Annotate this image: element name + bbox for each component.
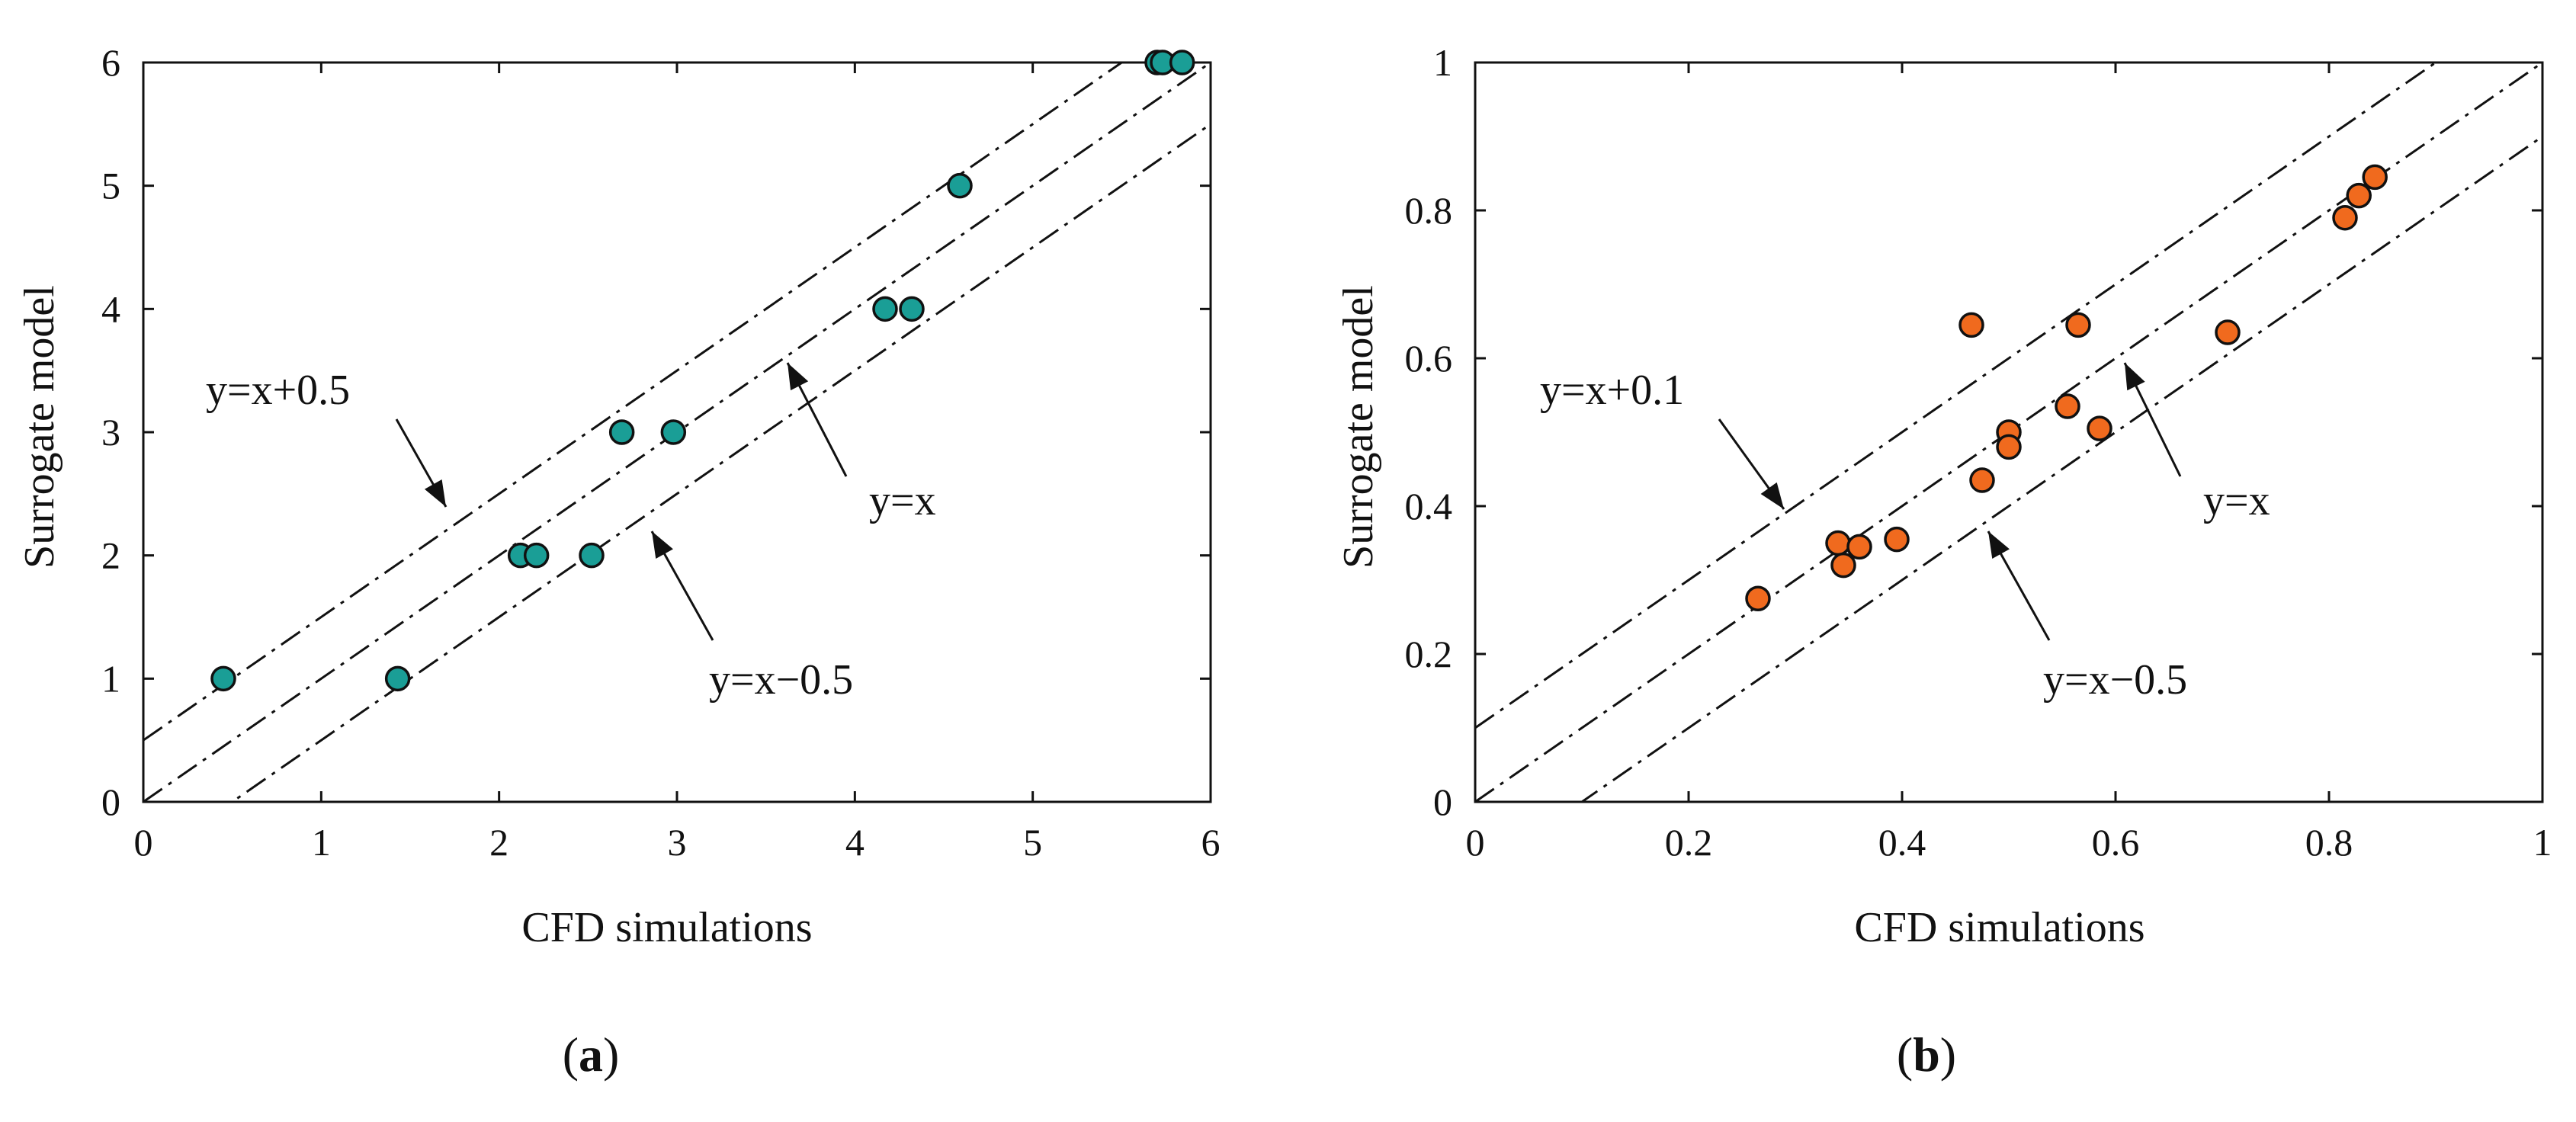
chart-b-axes-frame: [1474, 61, 2544, 803]
chart-a-reference-line-0: [143, 63, 1124, 742]
chart-b-reference-line-0: [1475, 63, 2438, 729]
chart-a-point: [899, 296, 925, 322]
chart-b-ytick-label: 0: [1433, 781, 1452, 823]
chart-b-ytick-label: 0.2: [1405, 633, 1453, 675]
chart-b-annotation-label-2: y=x−0.5: [2043, 656, 2187, 704]
caption-a-open: (: [563, 1027, 579, 1082]
chart-a-annotation-label-2: y=x−0.5: [709, 656, 853, 704]
caption-a-close: ): [603, 1027, 619, 1082]
chart-a-ytick-label: 5: [101, 165, 120, 207]
chart-a-ytick-label: 2: [101, 534, 120, 577]
caption-b-open: (: [1897, 1027, 1913, 1082]
chart-b-ylabel: Surrogate model: [1335, 285, 1382, 569]
chart-a-ytick-label: 1: [101, 657, 120, 700]
chart-a-point: [579, 542, 605, 569]
chart-b-xtick-label: 0.6: [2092, 821, 2140, 864]
chart-a-point: [947, 172, 973, 199]
chart-a-ylabel: Surrogate model: [16, 285, 63, 569]
chart-a-ytick-label: 0: [101, 781, 120, 823]
chart-b-point: [1745, 585, 1771, 611]
chart-b-point: [2055, 393, 2080, 419]
chart-b-point: [1846, 534, 1872, 560]
chart-panel-b: CFD simulations Surrogate model (b) 0 0.2…: [1335, 41, 2552, 1082]
chart-b-xlabel: CFD simulations: [1854, 904, 2145, 951]
chart-b-point: [2346, 182, 2372, 209]
caption-b: (b): [1897, 1027, 1956, 1082]
chart-a-point: [384, 665, 411, 692]
chart-b-point: [2215, 319, 2241, 345]
chart-b-xtick-label: 0: [1466, 821, 1485, 864]
chart-b-point: [1958, 312, 1984, 338]
chart-b-xtick-label: 0.2: [1665, 821, 1713, 864]
chart-a-point: [660, 419, 687, 445]
chart-a-xlabel: CFD simulations: [521, 904, 812, 951]
chart-b-xtick-label: 1: [2533, 821, 2552, 864]
chart-a-xtick-label: 2: [489, 821, 508, 864]
chart-a-ytick-label: 6: [101, 41, 120, 84]
chart-a-xtick-label: 1: [312, 821, 331, 864]
chart-a-xtick-label: 5: [1023, 821, 1042, 864]
chart-a-annotation-label-1: y=x: [869, 477, 936, 524]
chart-b-annotation-arrowhead-0: [1760, 482, 1784, 509]
chart-b-ytick-label: 0.8: [1405, 189, 1453, 232]
caption-b-letter: b: [1913, 1027, 1940, 1082]
chart-b-ytick-label: 1: [1433, 41, 1452, 84]
caption-a-letter: a: [579, 1027, 603, 1082]
chart-b-point: [1969, 467, 1995, 493]
chart-a-ytick-label: 3: [101, 411, 120, 454]
chart-a-annotation-arrowhead-2: [652, 531, 673, 559]
chart-a-point: [523, 542, 550, 569]
chart-a-point: [1169, 50, 1195, 75]
chart-b-annotation-arrowhead-1: [2125, 363, 2145, 391]
chart-panel-a: CFD simulations Surrogate model (a) 0 1 2 3…: [16, 41, 1221, 1082]
chart-a-point: [210, 665, 236, 692]
chart-a-annotation-arrowhead-0: [424, 479, 446, 507]
chart-a-point: [872, 296, 898, 322]
chart-b-point: [1996, 434, 2022, 460]
chart-b-point: [2065, 312, 2091, 338]
chart-a-ytick-label: 4: [101, 287, 120, 330]
chart-a-point: [608, 419, 635, 445]
chart-a-annotation-arrowhead-1: [788, 363, 809, 391]
chart-b-point: [2362, 164, 2388, 191]
chart-a-reference-line-2: [230, 123, 1211, 802]
caption-b-close: ): [1940, 1027, 1956, 1082]
chart-b-xtick-label: 0.8: [2305, 821, 2353, 864]
chart-a-xtick-label: 3: [668, 821, 687, 864]
chart-b-annotation-label-1: y=x: [2203, 477, 2270, 524]
chart-b-point: [1830, 552, 1856, 579]
chart-a-xtick-label: 0: [134, 821, 153, 864]
chart-a-annotation-label-0: y=x+0.5: [206, 367, 350, 414]
chart-b-annotation-arrowhead-2: [1988, 531, 2010, 559]
chart-b-xtick-label: 0.4: [1878, 821, 1926, 864]
chart-b-point: [2087, 415, 2112, 441]
chart-b-point: [2332, 204, 2358, 231]
chart-b-point: [1825, 530, 1851, 556]
chart-a-xtick-label: 6: [1201, 821, 1221, 864]
caption-a: (a): [563, 1027, 620, 1082]
chart-b-annotation-label-0: y=x+0.1: [1540, 367, 1684, 414]
chart-b-ytick-label: 0.6: [1405, 337, 1453, 380]
chart-a-xtick-label: 4: [845, 821, 865, 864]
chart-b-point: [1884, 526, 1910, 553]
chart-b-reference-line-2: [1580, 135, 2542, 802]
chart-b-ytick-label: 0.4: [1405, 485, 1453, 527]
